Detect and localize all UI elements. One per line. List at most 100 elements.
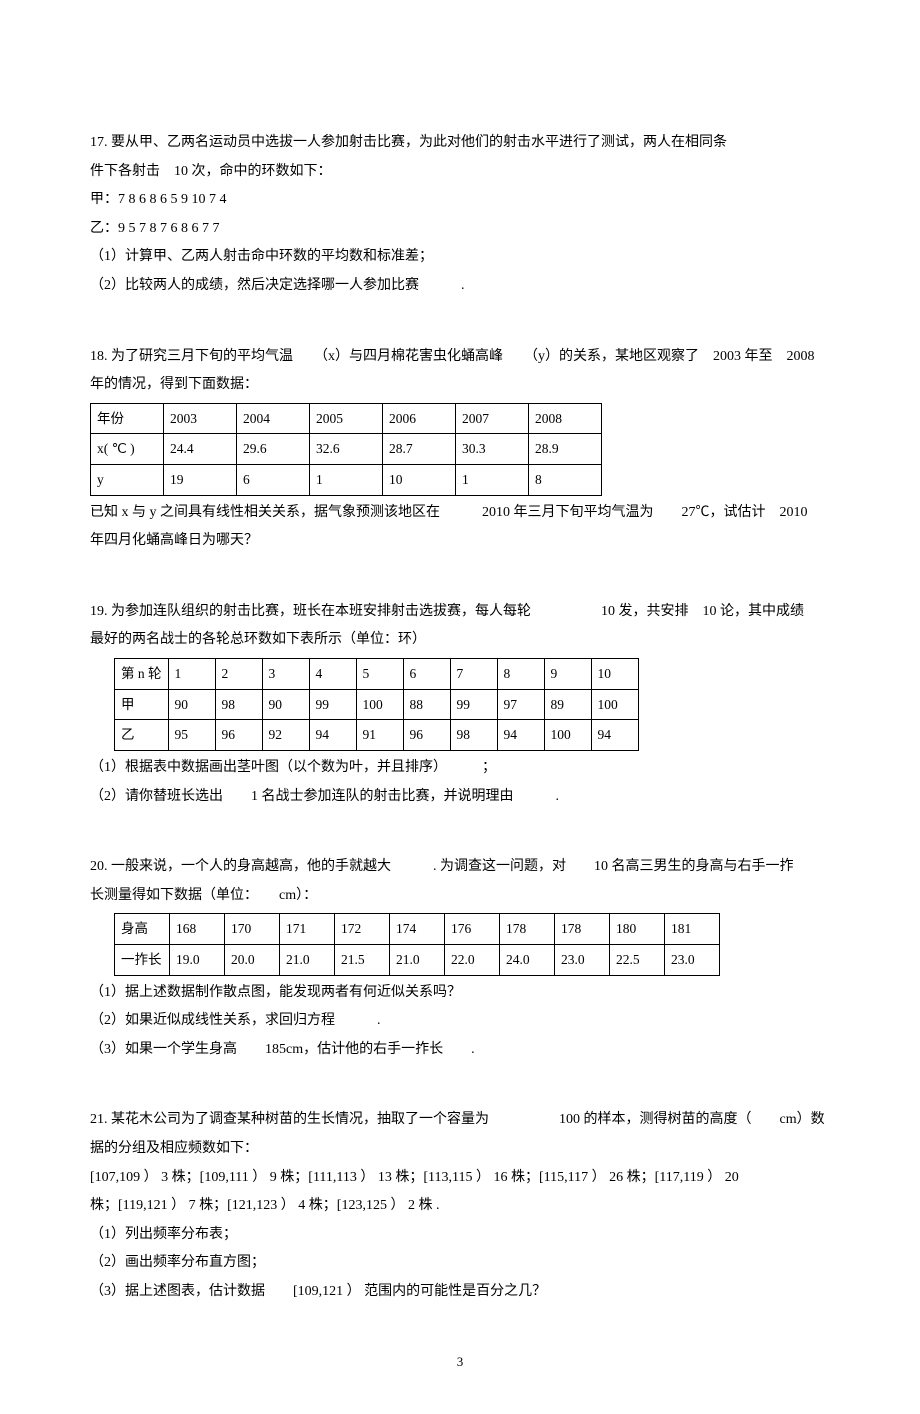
table-cell: 90 bbox=[262, 689, 309, 720]
table-cell: 96 bbox=[215, 720, 262, 751]
problem-17: 17. 要从甲、乙两名运动员中选拔一人参加射击比赛，为此对他们的射击水平进行了测… bbox=[90, 130, 830, 300]
table-cell: 94 bbox=[591, 720, 638, 751]
table-cell: 甲 bbox=[115, 689, 169, 720]
table-cell: 21.0 bbox=[390, 944, 445, 975]
table-cell: 2005 bbox=[310, 403, 383, 434]
problem-21: 21. 某花木公司为了调查某种树苗的生长情况，抽取了一个容量为 100 的样本，… bbox=[90, 1107, 830, 1305]
table-cell: 3 bbox=[262, 659, 309, 690]
text-line: （2）画出频率分布直方图； bbox=[90, 1250, 830, 1277]
table-cell: 89 bbox=[544, 689, 591, 720]
table-cell: 28.9 bbox=[529, 434, 602, 465]
table-cell: 22.0 bbox=[445, 944, 500, 975]
table-cell: 96 bbox=[403, 720, 450, 751]
table-19: 第 n 轮 1 2 3 4 5 6 7 8 9 10 甲 90 98 90 99… bbox=[114, 658, 639, 751]
table-cell: 95 bbox=[168, 720, 215, 751]
text-line: 19. 为参加连队组织的射击比赛，班长在本班安排射击选拔赛，每人每轮 10 发，… bbox=[90, 599, 830, 626]
table-cell: 乙 bbox=[115, 720, 169, 751]
table-cell: 2007 bbox=[456, 403, 529, 434]
table-cell: 年份 bbox=[91, 403, 164, 434]
table-cell: 8 bbox=[529, 465, 602, 496]
table-cell: 178 bbox=[500, 914, 555, 945]
table-cell: 一拃长 bbox=[115, 944, 170, 975]
text-line: （1）计算甲、乙两人射击命中环数的平均数和标准差； bbox=[90, 244, 830, 271]
table-cell: 29.6 bbox=[237, 434, 310, 465]
table-cell: 22.5 bbox=[610, 944, 665, 975]
table-cell: 23.0 bbox=[555, 944, 610, 975]
table-cell: x( ℃ ) bbox=[91, 434, 164, 465]
table-cell: 7 bbox=[450, 659, 497, 690]
text-line: （3）据上述图表，估计数据 [109,121 ） 范围内的可能性是百分之几？ bbox=[90, 1279, 830, 1306]
table-row: 一拃长 19.0 20.0 21.0 21.5 21.0 22.0 24.0 2… bbox=[115, 944, 720, 975]
page-number: 3 bbox=[90, 1350, 830, 1375]
problem-18: 18. 为了研究三月下旬的平均气温 （x）与四月棉花害虫化蛹高峰 （y）的关系，… bbox=[90, 344, 830, 555]
table-cell: 181 bbox=[665, 914, 720, 945]
table-cell: 8 bbox=[497, 659, 544, 690]
table-cell: 28.7 bbox=[383, 434, 456, 465]
text-line: （1）列出频率分布表； bbox=[90, 1222, 830, 1249]
table-cell: 94 bbox=[497, 720, 544, 751]
text-line: （3）如果一个学生身高 185cm，估计他的右手一拃长 . bbox=[90, 1037, 830, 1064]
table-row: 乙 95 96 92 94 91 96 98 94 100 94 bbox=[115, 720, 639, 751]
table-cell: 2008 bbox=[529, 403, 602, 434]
table-cell: 30.3 bbox=[456, 434, 529, 465]
table-row: x( ℃ ) 24.4 29.6 32.6 28.7 30.3 28.9 bbox=[91, 434, 602, 465]
table-cell: 10 bbox=[591, 659, 638, 690]
text-line: 已知 x 与 y 之间具有线性相关关系，据气象预测该地区在 2010 年三月下旬… bbox=[90, 500, 830, 527]
table-cell: 6 bbox=[403, 659, 450, 690]
table-cell: 170 bbox=[225, 914, 280, 945]
problem-20: 20. 一般来说，一个人的身高越高，他的手就越大 . 为调查这一问题，对 10 … bbox=[90, 854, 830, 1063]
table-cell: 21.5 bbox=[335, 944, 390, 975]
table-18: 年份 2003 2004 2005 2006 2007 2008 x( ℃ ) … bbox=[90, 403, 602, 496]
table-cell: 23.0 bbox=[665, 944, 720, 975]
table-cell: 第 n 轮 bbox=[115, 659, 169, 690]
table-cell: 92 bbox=[262, 720, 309, 751]
table-cell: 1 bbox=[310, 465, 383, 496]
table-cell: 身高 bbox=[115, 914, 170, 945]
table-cell: 20.0 bbox=[225, 944, 280, 975]
table-cell: 99 bbox=[450, 689, 497, 720]
table-row: 甲 90 98 90 99 100 88 99 97 89 100 bbox=[115, 689, 639, 720]
text-line: 株；[119,121 ） 7 株；[121,123 ） 4 株；[123,125… bbox=[90, 1193, 830, 1220]
table-cell: 174 bbox=[390, 914, 445, 945]
table-cell: 90 bbox=[168, 689, 215, 720]
table-cell: 2003 bbox=[164, 403, 237, 434]
text-line: 乙：9 5 7 8 7 6 8 6 7 7 bbox=[90, 216, 830, 243]
text-line: 长测量得如下数据（单位： cm）： bbox=[90, 883, 830, 910]
table-cell: 1 bbox=[456, 465, 529, 496]
table-row: 年份 2003 2004 2005 2006 2007 2008 bbox=[91, 403, 602, 434]
table-cell: 91 bbox=[356, 720, 403, 751]
table-cell: 19 bbox=[164, 465, 237, 496]
text-line: 最好的两名战士的各轮总环数如下表所示（单位：环） bbox=[90, 627, 830, 654]
text-line: 件下各射击 10 次，命中的环数如下： bbox=[90, 159, 830, 186]
table-cell: 32.6 bbox=[310, 434, 383, 465]
table-cell: 178 bbox=[555, 914, 610, 945]
text-line: 年的情况，得到下面数据： bbox=[90, 372, 830, 399]
text-line: 年四月化蛹高峰日为哪天？ bbox=[90, 528, 830, 555]
table-cell: 10 bbox=[383, 465, 456, 496]
table-cell: 9 bbox=[544, 659, 591, 690]
table-cell: 176 bbox=[445, 914, 500, 945]
table-cell: 180 bbox=[610, 914, 665, 945]
table-cell: y bbox=[91, 465, 164, 496]
text-line: （1）根据表中数据画出茎叶图（以个数为叶，并且排序） ； bbox=[90, 755, 830, 782]
table-cell: 4 bbox=[309, 659, 356, 690]
text-line: （2）如果近似成线性关系，求回归方程 . bbox=[90, 1008, 830, 1035]
text-line: 17. 要从甲、乙两名运动员中选拔一人参加射击比赛，为此对他们的射击水平进行了测… bbox=[90, 130, 830, 157]
text-line: [107,109 ） 3 株；[109,111 ） 9 株；[111,113 ）… bbox=[90, 1165, 830, 1192]
table-cell: 171 bbox=[280, 914, 335, 945]
table-cell: 1 bbox=[168, 659, 215, 690]
table-cell: 98 bbox=[450, 720, 497, 751]
table-cell: 2006 bbox=[383, 403, 456, 434]
table-cell: 98 bbox=[215, 689, 262, 720]
table-row: y 19 6 1 10 1 8 bbox=[91, 465, 602, 496]
table-cell: 172 bbox=[335, 914, 390, 945]
problem-19: 19. 为参加连队组织的射击比赛，班长在本班安排射击选拔赛，每人每轮 10 发，… bbox=[90, 599, 830, 810]
table-20: 身高 168 170 171 172 174 176 178 178 180 1… bbox=[114, 913, 720, 975]
table-cell: 21.0 bbox=[280, 944, 335, 975]
text-line: （1）据上述数据制作散点图，能发现两者有何近似关系吗？ bbox=[90, 980, 830, 1007]
table-cell: 6 bbox=[237, 465, 310, 496]
text-line: （2）比较两人的成绩，然后决定选择哪一人参加比赛 . bbox=[90, 273, 830, 300]
text-line: 20. 一般来说，一个人的身高越高，他的手就越大 . 为调查这一问题，对 10 … bbox=[90, 854, 830, 881]
text-line: 18. 为了研究三月下旬的平均气温 （x）与四月棉花害虫化蛹高峰 （y）的关系，… bbox=[90, 344, 830, 371]
text-line: 21. 某花木公司为了调查某种树苗的生长情况，抽取了一个容量为 100 的样本，… bbox=[90, 1107, 830, 1134]
